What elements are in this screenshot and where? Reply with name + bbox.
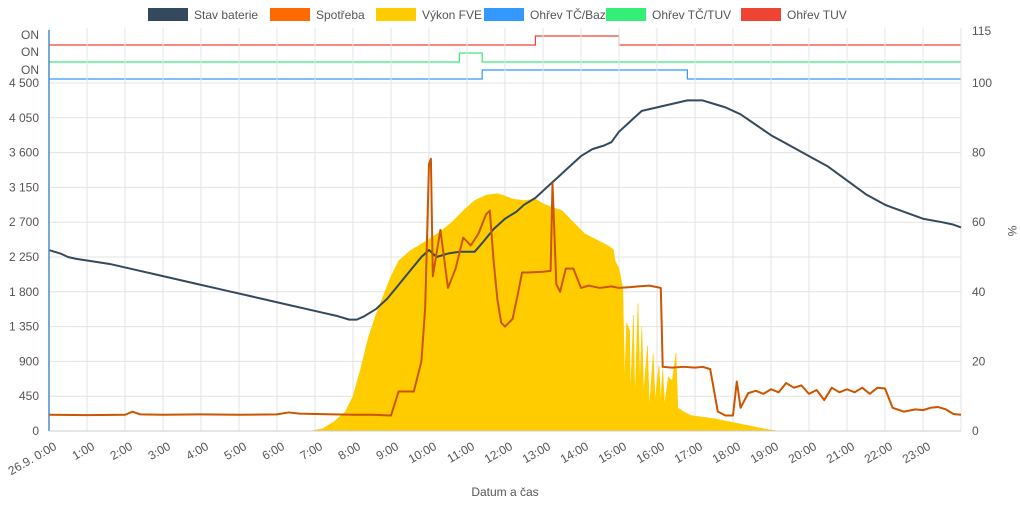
y-right-tick-label: 115 (972, 24, 991, 38)
y-left-tick-label: 1 800 (9, 285, 39, 299)
x-tick-label: 6:00 (260, 439, 288, 463)
x-tick-label: 17:00 (672, 439, 705, 466)
area-series-layer (49, 193, 961, 432)
legend-label: Spotřeba (316, 8, 365, 22)
x-axis-title: Datum a čas (471, 485, 538, 499)
x-tick-label: 12:00 (482, 439, 515, 466)
status-axis-label: ON (21, 28, 39, 42)
x-tick-label: 4:00 (184, 439, 212, 463)
y-right-tick-label: 80 (972, 146, 986, 160)
x-tick-label: 3:00 (146, 439, 174, 463)
legend-item: Ohřev TČ/TUV (606, 7, 731, 22)
legend-swatch (376, 8, 416, 21)
x-tick-label: 14:00 (558, 439, 591, 466)
x-tick-label: 20:00 (786, 439, 819, 466)
legend-swatch (606, 8, 646, 21)
status-axis-label: ON (21, 45, 39, 59)
line-battery-state (48, 99, 962, 321)
legend-swatch (148, 8, 188, 21)
y-left-tick-label: 3 600 (9, 146, 39, 160)
area-fve-power (49, 193, 961, 432)
y-right-tick-label: 0 (972, 424, 979, 438)
legend-item: Stav baterie (148, 8, 258, 22)
y-left-tick-label: 900 (19, 354, 39, 368)
x-tick-label: 13:00 (520, 439, 553, 466)
legend: Stav baterie Spotřeba Výkon FVE Ohřev TČ/Ba… (148, 7, 847, 22)
x-tick-label: 10:00 (406, 439, 439, 466)
legend-swatch (270, 8, 310, 21)
x-tick-label: 26.9. 0:00 (6, 439, 60, 478)
legend-swatch (741, 8, 781, 21)
y-left-tick-label: 2 250 (9, 250, 39, 264)
legend-label: Ohřev TČ/TUV (652, 7, 731, 22)
y-left-tick-label: 450 (19, 389, 39, 403)
y-left-tick-label: 0 (32, 424, 39, 438)
x-tick-label: 11:00 (445, 439, 478, 466)
legend-item: Ohřev TČ/Bazén (484, 7, 619, 22)
y-left-tick-label: 4 500 (9, 76, 39, 90)
y-right-tick-label: 40 (972, 285, 986, 299)
legend-item: Spotřeba (270, 8, 365, 22)
y-right-tick-label: 20 (972, 354, 986, 368)
x-tick-label: 8:00 (336, 439, 364, 463)
status-axis-label: ON (21, 63, 39, 77)
x-tick-label: 21:00 (824, 439, 857, 466)
y-left-tick-label: 1 350 (9, 320, 39, 334)
x-tick-label: 18:00 (710, 439, 743, 466)
y-right-tick-label: 60 (972, 215, 986, 229)
status-line-oh-ev-tuv (49, 35, 961, 46)
line-consumption (48, 157, 962, 417)
y2-axis-title: % (1005, 226, 1019, 237)
x-tick-label: 2:00 (108, 439, 136, 463)
legend-label: Výkon FVE (422, 8, 482, 22)
x-tick-label: 16:00 (634, 439, 667, 466)
x-tick-label: 23:00 (900, 439, 933, 466)
status-panel: ON ON ON (21, 28, 961, 80)
legend-label: Stav baterie (194, 8, 258, 22)
legend-swatch (484, 8, 524, 21)
x-tick-label: 1:00 (70, 439, 98, 463)
x-tick-label: 7:00 (298, 439, 326, 463)
x-tick-label: 9:00 (374, 439, 402, 463)
x-tick-label: 15:00 (596, 439, 629, 466)
x-tick-label: 19:00 (748, 439, 781, 466)
y-left-tick-label: 2 700 (9, 215, 39, 229)
y-left-tick-label: 3 150 (9, 180, 39, 194)
y-right-tick-label: 100 (972, 76, 992, 90)
legend-label: Ohřev TČ/Bazén (530, 7, 619, 22)
legend-label: Ohřev TUV (787, 8, 847, 22)
legend-item: Ohřev TUV (741, 8, 847, 22)
line-series-layer (48, 99, 962, 417)
legend-item: Výkon FVE (376, 8, 482, 22)
y-left-tick-label: 4 050 (9, 111, 39, 125)
x-tick-label: 5:00 (222, 439, 250, 463)
x-tick-label: 22:00 (862, 439, 895, 466)
